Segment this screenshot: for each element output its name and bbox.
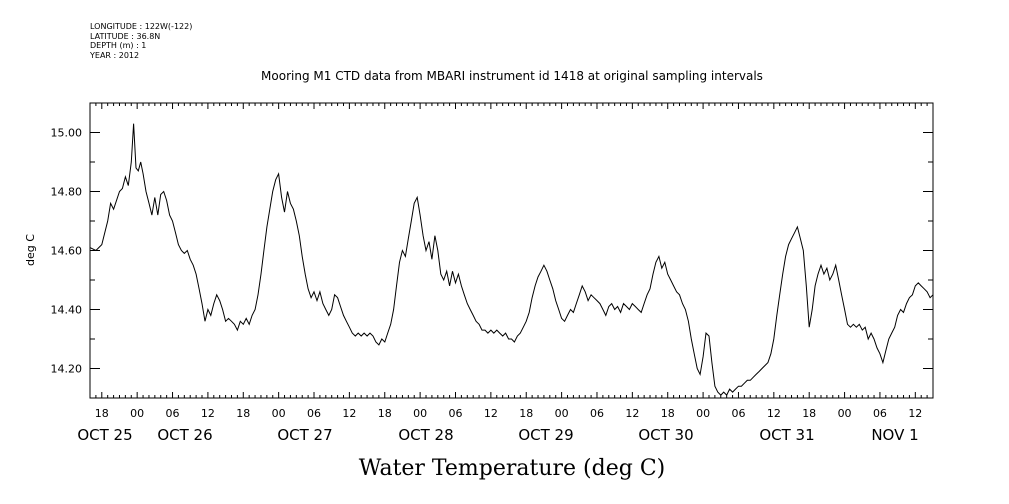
- x-hour-label: 06: [166, 407, 180, 420]
- x-hour-label: 06: [448, 407, 462, 420]
- y-tick-label: 14.60: [51, 245, 83, 258]
- x-hour-label: 00: [838, 407, 852, 420]
- x-hour-label: 06: [731, 407, 745, 420]
- x-axis: 18 00 06 12 18 00 06 12 18 00 06 12 18 00 06 12 18 00 06 12…: [77, 103, 934, 444]
- x-date-label: OCT 30: [638, 426, 693, 444]
- depth-text: DEPTH (m) : 1: [90, 41, 147, 50]
- longitude-text: LONGITUDE : 122W(-122): [90, 22, 193, 31]
- x-hour-label: 18: [95, 407, 109, 420]
- x-axis-title: Water Temperature (deg C): [359, 456, 666, 481]
- y-tick-label: 14.80: [51, 186, 83, 199]
- y-tick-label: 14.20: [51, 363, 83, 376]
- metadata-block: LONGITUDE : 122W(-122) LATITUDE : 36.8N …: [90, 22, 192, 60]
- x-date-label: OCT 25: [77, 426, 132, 444]
- x-hour-label: 12: [908, 407, 922, 420]
- x-hour-label: 12: [767, 407, 781, 420]
- y-tick-label: 15.00: [51, 127, 83, 140]
- x-hour-label: 12: [484, 407, 498, 420]
- x-date-label: OCT 27: [277, 426, 332, 444]
- x-hour-label: 12: [201, 407, 215, 420]
- x-date-label: OCT 31: [759, 426, 814, 444]
- y-axis-label: deg C: [24, 234, 37, 266]
- x-date-label: OCT 26: [157, 426, 212, 444]
- temperature-series-line: [89, 123, 934, 396]
- x-date-label: OCT 28: [398, 426, 453, 444]
- x-hour-label: 06: [590, 407, 604, 420]
- year-text: YEAR : 2012: [90, 50, 140, 60]
- series-layer: [89, 123, 934, 396]
- x-hour-label: 18: [802, 407, 816, 420]
- x-hour-label: 06: [873, 407, 887, 420]
- x-hour-label: 12: [625, 407, 639, 420]
- y-axis: 14.20 14.40 14.60 14.80 15.00: [51, 102, 933, 399]
- x-date-label: OCT 29: [518, 426, 573, 444]
- x-date-label: NOV 1: [871, 426, 918, 444]
- x-hour-label: 00: [555, 407, 569, 420]
- chart-title: Mooring M1 CTD data from MBARI instrumen…: [261, 69, 763, 83]
- x-hour-label: 18: [661, 407, 675, 420]
- x-hour-label: 18: [236, 407, 250, 420]
- x-hour-label: 06: [307, 407, 321, 420]
- x-hour-label: 18: [378, 407, 392, 420]
- latitude-text: LATITUDE : 36.8N: [90, 31, 161, 41]
- y-tick-label: 14.40: [51, 304, 83, 317]
- x-hour-label: 12: [342, 407, 356, 420]
- plot-frame: [89, 102, 934, 399]
- x-hour-label: 00: [696, 407, 710, 420]
- x-hour-label: 00: [130, 407, 144, 420]
- x-hour-label: 18: [519, 407, 533, 420]
- x-hour-label: 00: [272, 407, 286, 420]
- x-hour-label: 00: [413, 407, 427, 420]
